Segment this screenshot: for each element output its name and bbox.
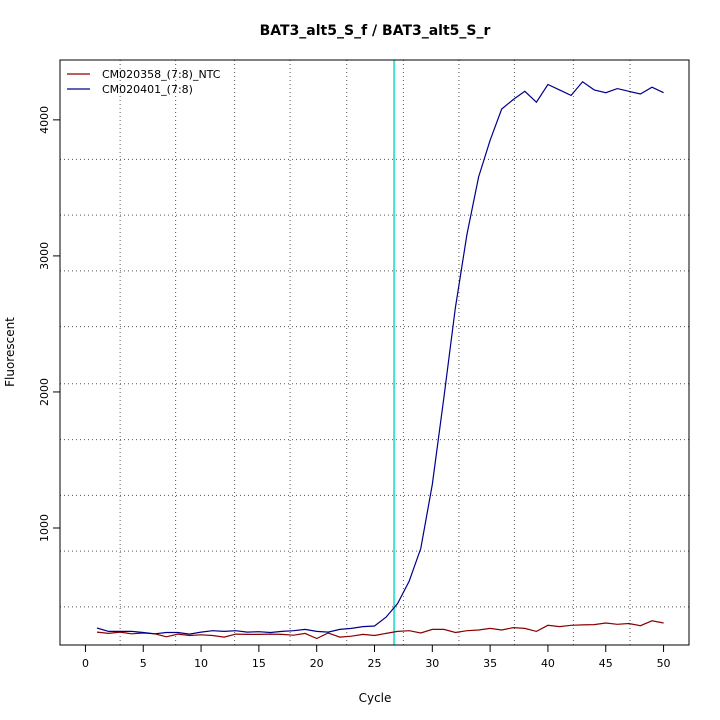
y-tick-label-1000: 1000 <box>38 514 51 542</box>
y-axis-label: Fluorescent <box>3 317 17 387</box>
x-tick-label-35: 35 <box>483 657 497 670</box>
x-tick-label-5: 5 <box>140 657 147 670</box>
x-tick-label-20: 20 <box>310 657 324 670</box>
x-tick-label-10: 10 <box>194 657 208 670</box>
y-tick-label-4000: 4000 <box>38 106 51 134</box>
series-layer <box>96 80 664 640</box>
x-tick-label-30: 30 <box>425 657 439 670</box>
legend-label-2: CM020401_(7:8) <box>102 83 193 96</box>
x-tick-label-25: 25 <box>368 657 382 670</box>
y-tick-label-2000: 2000 <box>38 378 51 406</box>
series-line-1 <box>96 620 664 640</box>
x-axis-label: Cycle <box>359 691 392 705</box>
x-axis: 0 5 10 15 20 25 30 35 40 45 50 <box>82 644 671 670</box>
x-tick-label-0: 0 <box>82 657 89 670</box>
x-tick-label-15: 15 <box>252 657 266 670</box>
x-tick-label-45: 45 <box>599 657 613 670</box>
legend: CM020358_(7:8)_NTC CM020401_(7:8) <box>67 68 221 96</box>
y-axis: 1000 2000 3000 4000 <box>38 106 61 542</box>
grid-lines <box>60 60 689 645</box>
legend-label-1: CM020358_(7:8)_NTC <box>102 68 221 81</box>
x-tick-label-40: 40 <box>541 657 555 670</box>
chart-title: BAT3_alt5_S_f / BAT3_alt5_S_r <box>260 23 491 39</box>
y-tick-label-3000: 3000 <box>38 242 51 270</box>
series-line-2 <box>96 80 664 635</box>
x-tick-label-50: 50 <box>657 657 671 670</box>
